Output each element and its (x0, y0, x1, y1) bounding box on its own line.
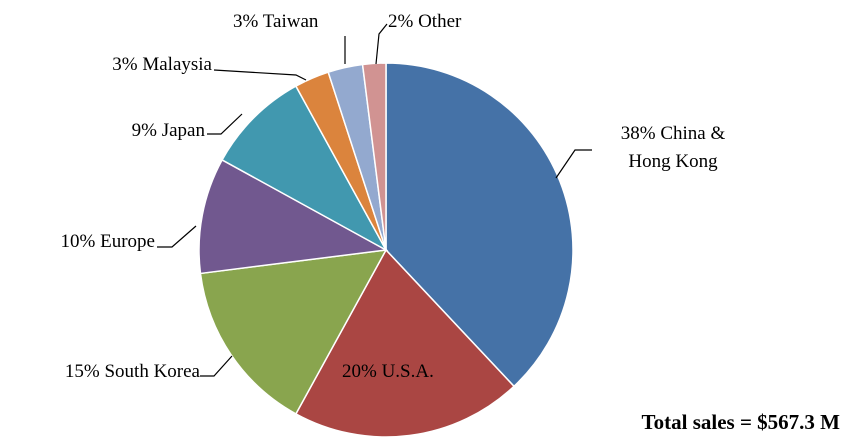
pie-slice (199, 249, 388, 415)
pie-slice (198, 158, 389, 275)
slice-category: Japan (161, 120, 205, 141)
slice-label: 3% Malaysia (112, 51, 212, 79)
slice-percent: 2% (388, 11, 414, 32)
leader-line (213, 69, 307, 81)
slice-percent: 3% (112, 54, 138, 75)
slice-category: Taiwan (262, 11, 319, 32)
leader-line (200, 355, 233, 377)
slice-category: Malaysia (142, 54, 212, 75)
slice-label: 9% Japan (132, 117, 205, 145)
slice-label: 20% U.S.A. (342, 358, 434, 386)
slice-percent: 38% (620, 123, 656, 144)
slice-label: 38% China & Hong Kong (598, 120, 748, 176)
slice-label: 10% Europe (61, 228, 155, 256)
leader-line (157, 225, 197, 248)
pie-slice (221, 85, 388, 252)
pie-slice (361, 62, 387, 251)
slice-category: South Korea (104, 361, 200, 382)
slice-percent: 20% (342, 361, 377, 382)
slice-category: Other (418, 11, 462, 32)
slice-category: China & Hong Kong (628, 123, 726, 172)
slice-percent: 9% (131, 120, 157, 141)
leader-line (207, 113, 243, 135)
leader-line (555, 149, 592, 179)
slice-percent: 3% (233, 11, 259, 32)
leader-line (375, 23, 388, 65)
slice-label: 2% Other (388, 8, 461, 36)
slice-percent: 15% (64, 361, 100, 382)
slice-category: U.S.A. (381, 361, 434, 382)
pie-slice (294, 248, 516, 438)
slice-label: 15% South Korea (65, 358, 200, 386)
slice-label: 3% Taiwan (233, 8, 318, 36)
annotation: Total sales = $567.3 M (641, 410, 840, 434)
slice-percent: 10% (60, 231, 96, 252)
pie-slice (385, 62, 574, 388)
slice-category: Europe (100, 231, 155, 252)
